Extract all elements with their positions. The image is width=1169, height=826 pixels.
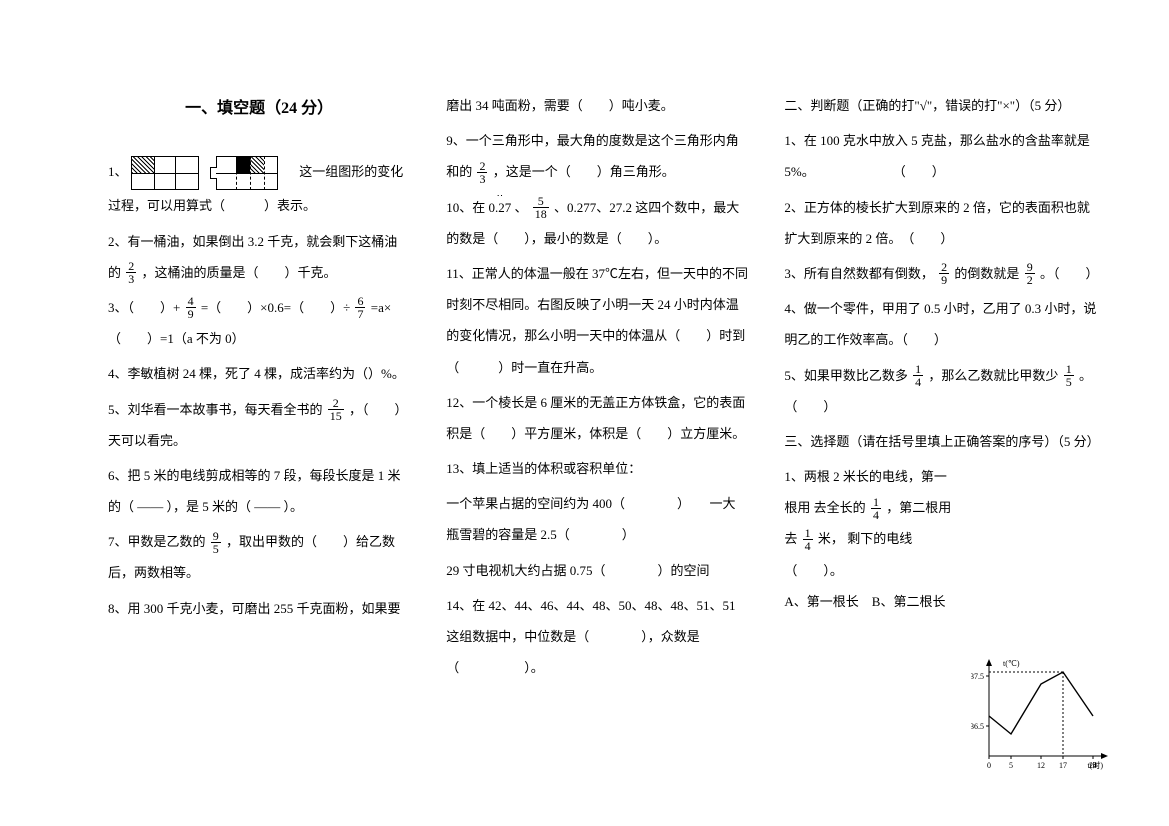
column-3: 二、判断题（正确的打"√"，错误的打"×"）（5 分） 1、在 100 克水中放… bbox=[766, 90, 1119, 786]
q3: 3、（ ）+ 49 =（ ）×0.6=（ ）÷ 67 =a×（ ）=1（a 不为… bbox=[108, 292, 410, 354]
svg-text:t(时): t(时) bbox=[1087, 760, 1103, 770]
frac-1-5: 15 bbox=[1064, 363, 1074, 388]
q1-num: 1、 bbox=[108, 164, 128, 179]
q13a: 一个苹果占据的空间约为 400（ ） 一大瓶雪碧的容量是 2.5（ ） bbox=[446, 488, 748, 550]
frac-2-9: 29 bbox=[939, 261, 949, 286]
j2: 2、正方体的棱长扩大到原来的 2 倍，它的表面积也就扩大到原来的 2 倍。 （ … bbox=[784, 192, 1101, 254]
j4: 4、做一个零件，甲用了 0.5 小时，乙用了 0.3 小时，说明乙的工作效率高。… bbox=[784, 293, 1101, 355]
j1: 1、在 100 克水中放入 5 克盐，那么盐水的含盐率就是 5%。 （ ） bbox=[784, 125, 1101, 187]
j3: 3、所有自然数都有倒数， 29 的倒数就是 92 。（ ） bbox=[784, 258, 1101, 289]
svg-text:17: 17 bbox=[1059, 761, 1067, 770]
q11: 11、正常人的体温一般在 37℃左右，但一天中的不同时刻不尽相同。右图反映了小明… bbox=[446, 258, 748, 383]
frac-2-15: 215 bbox=[328, 397, 344, 422]
svg-text:0: 0 bbox=[987, 761, 991, 770]
frac-1-4: 14 bbox=[913, 363, 923, 388]
svg-text:12: 12 bbox=[1037, 761, 1045, 770]
frac-9-5: 95 bbox=[211, 530, 221, 555]
section-2-title: 二、判断题（正确的打"√"，错误的打"×"）（5 分） bbox=[784, 90, 1101, 121]
q1: 1、 这一组图形的变化过程，可以用算式（ ）表示。 bbox=[108, 156, 410, 221]
q7: 7、甲数是乙数的 95 ，取出甲数的（ ）给乙数后，两数相等。 bbox=[108, 526, 410, 588]
shape-a bbox=[131, 156, 199, 190]
frac-4-9: 49 bbox=[186, 295, 196, 320]
q1-figure bbox=[131, 156, 288, 190]
svg-text:36.5: 36.5 bbox=[971, 722, 984, 731]
svg-text:t(℃): t(℃) bbox=[1003, 659, 1020, 668]
q13b: 29 寸电视机大约占据 0.75（ ）的空间 bbox=[446, 555, 748, 586]
recurring-decimal: 0.27 bbox=[488, 192, 511, 223]
frac-5-18: 518 bbox=[533, 195, 549, 220]
section-3-title: 三、选择题（请在括号里填上正确答案的序号）（5 分） bbox=[784, 426, 1101, 457]
frac-2-3: 23 bbox=[126, 260, 136, 285]
page-root: 一、填空题（24 分） 1、 这一组图形的变化过程，可以用算式（ ）表示。 2、… bbox=[0, 0, 1169, 826]
q10: 10、在 0.27 、 518 、0.277、27.2 这四个数中，最大的数是（… bbox=[446, 192, 748, 254]
frac-9-2: 92 bbox=[1025, 261, 1035, 286]
frac-1-4b: 14 bbox=[871, 496, 881, 521]
s1: 1、两根 2 米长的电线，第一根用 去全长的 14 ，第二根用去 14 米， 剩… bbox=[784, 461, 1101, 617]
q9: 9、一个三角形中，最大角的度数是这个三角形内角和的 23 ，这是一个（ ）角三角… bbox=[446, 125, 748, 187]
q14: 14、在 42、44、46、44、48、50、48、48、51、51 这组数据中… bbox=[446, 590, 748, 684]
svg-text:37.5: 37.5 bbox=[971, 672, 984, 681]
q12: 12、一个棱长是 6 厘米的无盖正方体铁盒，它的表面积是（ ）平方厘米，体积是（… bbox=[446, 387, 748, 449]
frac-1-4c: 14 bbox=[803, 527, 813, 552]
temperature-chart: 37.536.505121724t(℃)t(时) bbox=[971, 656, 1111, 776]
svg-text:5: 5 bbox=[1009, 761, 1013, 770]
frac-2-3b: 23 bbox=[477, 160, 487, 185]
q13: 13、填上适当的体积或容积单位： bbox=[446, 453, 748, 484]
q8b: 磨出 34 吨面粉，需要（ ）吨小麦。 bbox=[446, 90, 748, 121]
q6: 6、把 5 米的电线剪成相等的 7 段，每段长度是 1 米的（ —— ），是 5… bbox=[108, 460, 410, 522]
section-1-title: 一、填空题（24 分） bbox=[108, 90, 410, 128]
q4: 4、李敏植树 24 棵，死了 4 棵，成活率约为（）%。 bbox=[108, 358, 410, 389]
column-2: 磨出 34 吨面粉，需要（ ）吨小麦。 9、一个三角形中，最大角的度数是这个三角… bbox=[428, 90, 766, 786]
q8: 8、用 300 千克小麦，可磨出 255 千克面粉，如果要 bbox=[108, 593, 410, 624]
column-1: 一、填空题（24 分） 1、 这一组图形的变化过程，可以用算式（ ）表示。 2、… bbox=[90, 90, 428, 786]
shape-b bbox=[216, 156, 288, 190]
q5: 5、刘华看一本故事书，每天看全书的 215 ，（ ）天可以看完。 bbox=[108, 394, 410, 456]
q2: 2、有一桶油，如果倒出 3.2 千克，就会剩下这桶油的 23 ，这桶油的质量是（… bbox=[108, 226, 410, 288]
frac-6-7: 67 bbox=[355, 295, 365, 320]
j5: 5、如果甲数比乙数多 14 ，那么乙数就比甲数少 15 。（ ） bbox=[784, 360, 1101, 422]
